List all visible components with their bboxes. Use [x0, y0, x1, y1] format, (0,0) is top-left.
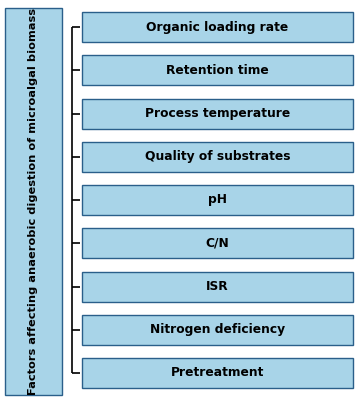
Bar	[82, 272, 353, 302]
Bar	[82, 358, 353, 388]
Bar	[82, 142, 353, 172]
Text: Nitrogen deficiency: Nitrogen deficiency	[150, 323, 285, 336]
Text: ISR: ISR	[206, 280, 229, 293]
Text: C/N: C/N	[206, 237, 229, 250]
Text: Quality of substrates: Quality of substrates	[145, 150, 290, 163]
Bar	[82, 228, 353, 258]
Bar	[82, 12, 353, 42]
Text: pH: pH	[208, 194, 227, 206]
Text: Organic loading rate: Organic loading rate	[146, 20, 289, 34]
Text: Pretreatment: Pretreatment	[171, 366, 264, 380]
Bar	[5, 8, 62, 395]
Bar	[82, 55, 353, 85]
Text: Process temperature: Process temperature	[145, 107, 290, 120]
Bar	[82, 98, 353, 128]
Bar	[82, 315, 353, 345]
Text: Retention time: Retention time	[166, 64, 269, 77]
Text: Factors affecting anaerobic digestion of microalgal biomass: Factors affecting anaerobic digestion of…	[29, 8, 39, 395]
Bar	[82, 185, 353, 215]
